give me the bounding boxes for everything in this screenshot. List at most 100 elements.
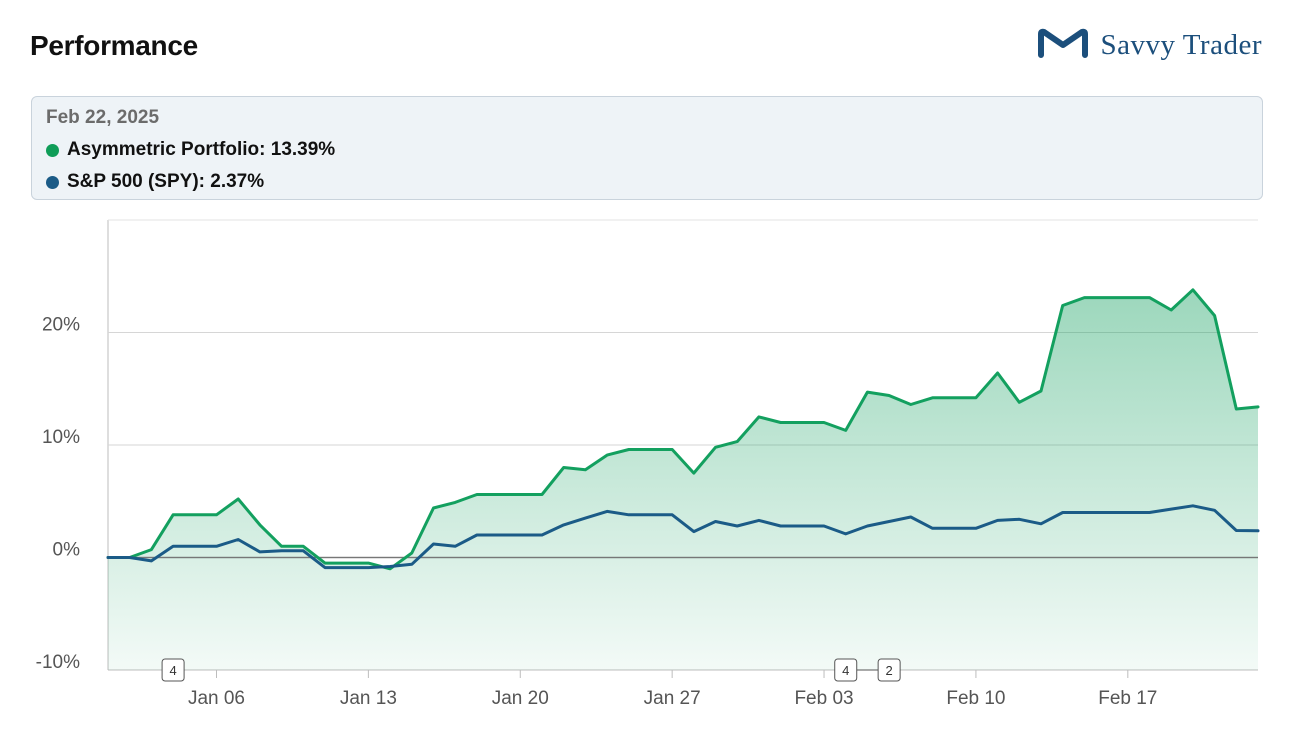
portfolio-point[interactable] xyxy=(410,551,414,555)
spy-point[interactable] xyxy=(323,566,327,570)
portfolio-point[interactable] xyxy=(1104,296,1108,300)
portfolio-point[interactable] xyxy=(800,421,804,425)
portfolio-point[interactable] xyxy=(605,453,609,457)
portfolio-point[interactable] xyxy=(1191,288,1195,292)
portfolio-point[interactable] xyxy=(432,506,436,510)
portfolio-point[interactable] xyxy=(1039,389,1043,393)
spy-point[interactable] xyxy=(149,559,153,563)
portfolio-point[interactable] xyxy=(258,523,262,527)
portfolio-point[interactable] xyxy=(518,493,522,497)
portfolio-point[interactable] xyxy=(1061,304,1065,308)
portfolio-point[interactable] xyxy=(540,493,544,497)
portfolio-point[interactable] xyxy=(323,561,327,565)
spy-point[interactable] xyxy=(432,542,436,546)
spy-point[interactable] xyxy=(1256,529,1260,533)
spy-point[interactable] xyxy=(1234,529,1238,533)
spy-point[interactable] xyxy=(1017,517,1021,521)
spy-point[interactable] xyxy=(1191,504,1195,508)
portfolio-point[interactable] xyxy=(714,445,718,449)
spy-point[interactable] xyxy=(952,526,956,530)
portfolio-point[interactable] xyxy=(1169,308,1173,312)
portfolio-point[interactable] xyxy=(1234,407,1238,411)
trade-marker[interactable]: 4 xyxy=(161,658,185,682)
spy-point[interactable] xyxy=(583,516,587,520)
spy-point[interactable] xyxy=(714,520,718,524)
spy-point[interactable] xyxy=(453,544,457,548)
spy-point[interactable] xyxy=(1104,511,1108,515)
spy-point[interactable] xyxy=(215,544,219,548)
spy-point[interactable] xyxy=(345,566,349,570)
spy-point[interactable] xyxy=(779,524,783,528)
spy-point[interactable] xyxy=(735,524,739,528)
portfolio-point[interactable] xyxy=(692,471,696,475)
spy-point[interactable] xyxy=(605,509,609,513)
portfolio-point[interactable] xyxy=(1082,296,1086,300)
portfolio-point[interactable] xyxy=(649,448,653,452)
spy-point[interactable] xyxy=(1169,507,1173,511)
spy-point[interactable] xyxy=(757,518,761,522)
spy-point[interactable] xyxy=(996,518,1000,522)
portfolio-point[interactable] xyxy=(757,415,761,419)
portfolio-point[interactable] xyxy=(453,500,457,504)
spy-point[interactable] xyxy=(280,549,284,553)
spy-point[interactable] xyxy=(800,524,804,528)
spy-point[interactable] xyxy=(193,544,197,548)
trade-marker[interactable]: 4 xyxy=(834,658,858,682)
portfolio-point[interactable] xyxy=(1126,296,1130,300)
portfolio-point[interactable] xyxy=(974,396,978,400)
spy-point[interactable] xyxy=(475,533,479,537)
spy-series-line[interactable] xyxy=(106,504,1260,570)
portfolio-point[interactable] xyxy=(627,448,631,452)
portfolio-point[interactable] xyxy=(779,421,783,425)
spy-point[interactable] xyxy=(128,556,132,560)
portfolio-point[interactable] xyxy=(952,396,956,400)
brand-logo[interactable]: Savvy Trader xyxy=(1037,28,1262,63)
portfolio-point[interactable] xyxy=(887,394,891,398)
portfolio-point[interactable] xyxy=(931,396,935,400)
spy-point[interactable] xyxy=(540,533,544,537)
spy-point[interactable] xyxy=(236,538,240,542)
spy-point[interactable] xyxy=(1082,511,1086,515)
portfolio-point[interactable] xyxy=(865,390,869,394)
portfolio-point[interactable] xyxy=(215,513,219,517)
portfolio-point[interactable] xyxy=(193,513,197,517)
portfolio-point[interactable] xyxy=(497,493,501,497)
spy-point[interactable] xyxy=(822,524,826,528)
spy-point[interactable] xyxy=(258,550,262,554)
spy-point[interactable] xyxy=(1213,508,1217,512)
portfolio-point[interactable] xyxy=(996,371,1000,375)
portfolio-point[interactable] xyxy=(583,468,587,472)
portfolio-point[interactable] xyxy=(345,561,349,565)
portfolio-point[interactable] xyxy=(562,466,566,470)
spy-point[interactable] xyxy=(1061,511,1065,515)
spy-point[interactable] xyxy=(931,526,935,530)
portfolio-point[interactable] xyxy=(1256,405,1260,409)
spy-point[interactable] xyxy=(1039,522,1043,526)
portfolio-point[interactable] xyxy=(670,448,674,452)
spy-point[interactable] xyxy=(865,524,869,528)
portfolio-series-line[interactable] xyxy=(106,288,1260,571)
spy-point[interactable] xyxy=(301,549,305,553)
spy-point[interactable] xyxy=(974,526,978,530)
spy-point[interactable] xyxy=(909,515,913,519)
portfolio-point[interactable] xyxy=(236,497,240,501)
spy-point[interactable] xyxy=(388,565,392,569)
portfolio-point[interactable] xyxy=(1213,314,1217,318)
portfolio-point[interactable] xyxy=(301,544,305,548)
portfolio-point[interactable] xyxy=(366,561,370,565)
spy-point[interactable] xyxy=(1126,511,1130,515)
spy-point[interactable] xyxy=(518,533,522,537)
portfolio-point[interactable] xyxy=(149,548,153,552)
trade-marker[interactable]: 2 xyxy=(856,658,901,682)
spy-point[interactable] xyxy=(410,562,414,566)
portfolio-point[interactable] xyxy=(171,513,175,517)
spy-point[interactable] xyxy=(562,523,566,527)
portfolio-point[interactable] xyxy=(844,428,848,432)
portfolio-point[interactable] xyxy=(735,440,739,444)
portfolio-point[interactable] xyxy=(822,421,826,425)
spy-point[interactable] xyxy=(497,533,501,537)
spy-point[interactable] xyxy=(887,520,891,524)
portfolio-point[interactable] xyxy=(280,544,284,548)
spy-point[interactable] xyxy=(171,544,175,548)
